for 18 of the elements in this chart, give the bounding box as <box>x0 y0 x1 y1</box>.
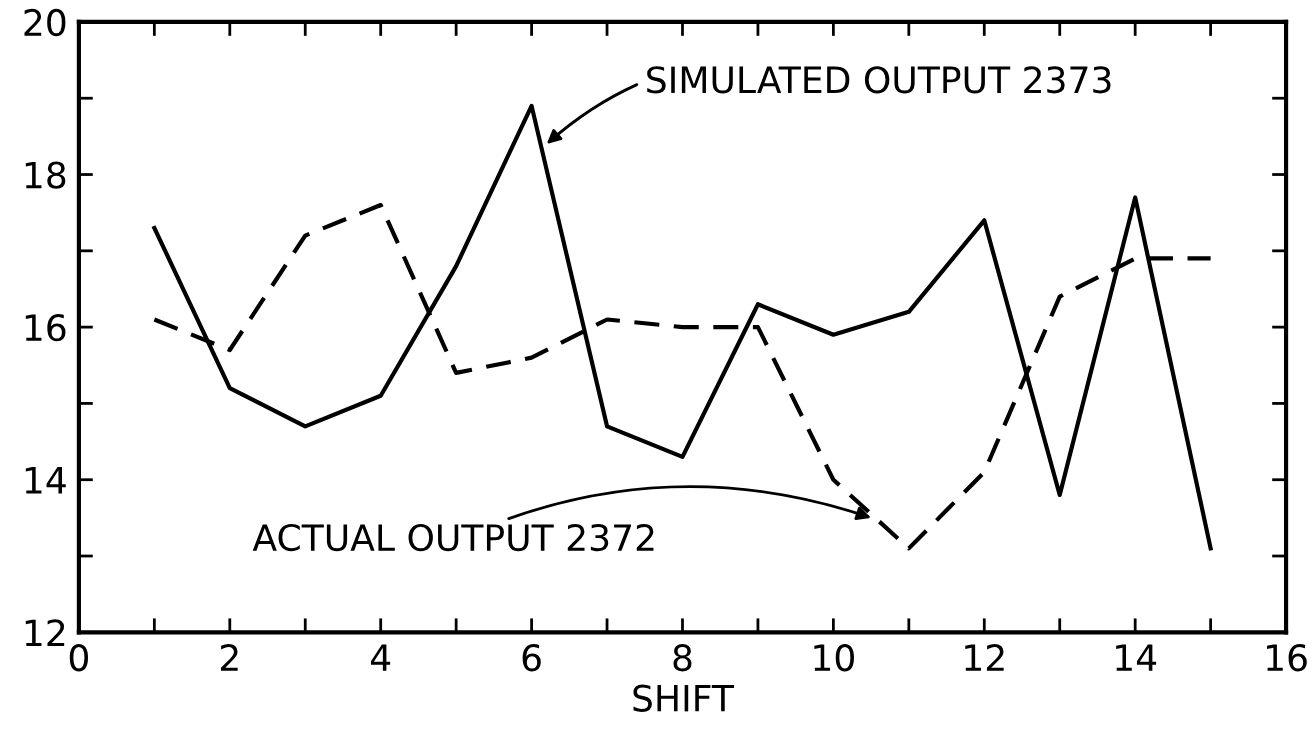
x-tick-label: 10 <box>814 644 854 672</box>
x-tick-label: 12 <box>965 644 1004 671</box>
y-tick-label: 12 <box>25 619 65 647</box>
line-series <box>152 103 1213 551</box>
y-tick-label: 18 <box>25 161 66 189</box>
x-tick-label: 8 <box>673 644 692 672</box>
y-tick-label: 16 <box>25 314 66 342</box>
y-tick-label: 14 <box>25 467 66 494</box>
x-tick-label: 14 <box>1116 644 1157 671</box>
x-tick-label: 16 <box>1267 644 1307 672</box>
x-axis-title: SHIFT <box>633 684 735 712</box>
x-tick-label: 2 <box>220 644 238 671</box>
y-tick-label: 20 <box>24 8 66 37</box>
x-tick-label: 0 <box>69 644 88 672</box>
x-tick-label: 4 <box>370 644 391 671</box>
annotation: ACTUAL OUTPUT 2372 <box>252 523 654 552</box>
annotation: SIMULATED OUTPUT 2373 <box>647 66 1111 94</box>
x-tick-label: 6 <box>522 644 541 672</box>
